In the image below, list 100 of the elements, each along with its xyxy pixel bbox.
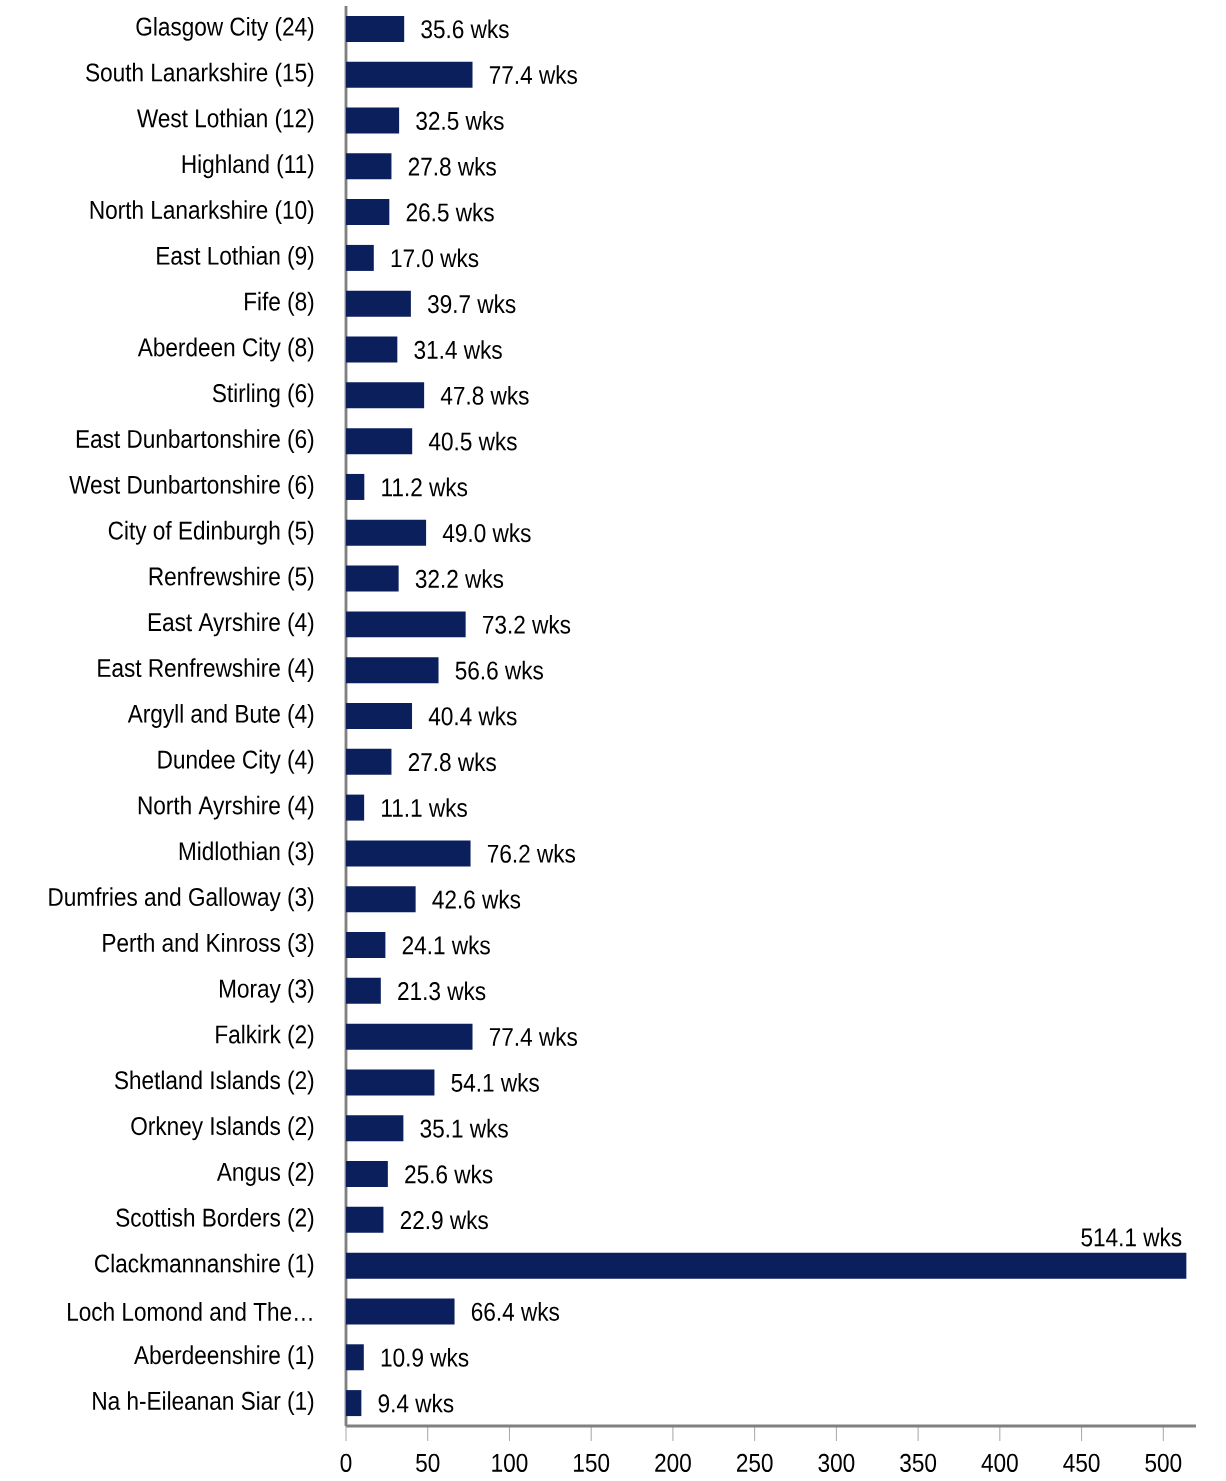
data-label: 40.4 wks: [428, 706, 517, 726]
y-tick-label: West Lothian (12): [137, 108, 314, 133]
bar: [346, 886, 416, 913]
y-tick-label: Dundee City (4): [158, 749, 314, 774]
bar: [346, 1069, 435, 1096]
data-label: 73.2 wks: [483, 614, 571, 634]
data-label: 77.4 wks: [489, 1027, 577, 1047]
data-label: 26.5 wks: [406, 202, 494, 222]
x-tick-label: 100: [492, 1453, 528, 1472]
bar: [346, 107, 400, 134]
bar: [346, 748, 392, 775]
data-label: 66.4 wks: [471, 1302, 560, 1321]
bar: [346, 1298, 455, 1325]
bar: [346, 290, 411, 317]
data-label: 22.9 wks: [400, 1210, 488, 1230]
data-label: 40.5 wks: [428, 431, 517, 451]
data-label: 32.2 wks: [415, 569, 504, 589]
data-label: 17.0 wks: [391, 248, 479, 268]
bar: [346, 657, 439, 684]
data-label: 11.2 wks: [382, 477, 468, 497]
bar: [346, 1344, 364, 1371]
y-tick-label: Shetland Islands (2): [114, 1070, 314, 1095]
y-tick-label: Orkney Islands (2): [131, 1116, 314, 1141]
y-tick-label: Perth and Kinross (3): [103, 933, 314, 957]
data-label: 35.1 wks: [420, 1118, 508, 1138]
bar: [346, 611, 466, 638]
data-label: 27.8 wks: [408, 156, 496, 176]
data-label: 10.9 wks: [381, 1347, 469, 1367]
y-tick-label: Argyll and Bute (4): [127, 704, 314, 728]
y-tick-label: Glasgow City (24): [136, 16, 314, 41]
bar: [346, 977, 381, 1004]
bar: [346, 336, 398, 363]
data-label: 24.1 wks: [402, 935, 490, 955]
y-tick-label: Falkirk (2): [216, 1024, 314, 1049]
y-tick-label: Fife (8): [245, 291, 314, 316]
bar: [346, 1115, 404, 1142]
x-tick-label: 450: [1063, 1453, 1100, 1472]
data-label: 25.6 wks: [405, 1164, 493, 1184]
bar: [346, 199, 390, 226]
data-label: 514.1 wks: [1081, 1227, 1182, 1247]
data-label: 35.6 wks: [421, 19, 509, 39]
bar: [346, 1206, 384, 1233]
y-tick-label: Highland (11): [182, 154, 314, 179]
y-tick-label: Dumfries and Galloway (3): [49, 887, 314, 912]
y-tick-label: East Ayrshire (4): [148, 612, 314, 637]
y-tick-label: Midlothian (3): [179, 841, 314, 866]
y-tick-label: West Dunbartonshire (6): [69, 475, 314, 499]
x-tick-label: 400: [981, 1453, 1018, 1472]
data-label: 49.0 wks: [442, 523, 531, 543]
bar: [346, 565, 399, 592]
x-tick-label: 150: [574, 1453, 610, 1472]
bar: [346, 153, 392, 180]
y-tick-label: Angus (2): [216, 1162, 314, 1186]
data-label: 27.8 wks: [408, 752, 496, 772]
x-tick-label: 350: [900, 1453, 937, 1472]
bar: [346, 1252, 1187, 1279]
bar: [346, 1023, 473, 1050]
data-label: 9.4 wks: [378, 1393, 454, 1413]
x-tick-label: 0: [340, 1453, 352, 1472]
bar: [346, 428, 413, 455]
y-tick-label: Aberdeenshire (1): [134, 1345, 314, 1370]
data-label: 11.1 wks: [382, 798, 467, 818]
data-label: 31.4 wks: [414, 340, 502, 359]
bar: [346, 244, 374, 271]
y-tick-label: Na h-Eileanan Siar (1): [93, 1391, 314, 1416]
y-tick-label: Moray (3): [220, 978, 314, 1003]
bar: [346, 794, 365, 821]
bar: [346, 702, 413, 729]
data-label: 54.1 wks: [451, 1073, 539, 1092]
x-tick-label: 250: [736, 1453, 773, 1472]
y-tick-label: North Lanarkshire (10): [90, 200, 314, 225]
x-tick-label: 50: [416, 1453, 440, 1472]
data-label: 21.3 wks: [398, 981, 486, 1001]
data-label: 47.8 wks: [440, 385, 529, 405]
bar: [346, 1161, 388, 1188]
bar: [346, 61, 473, 88]
y-tick-label: East Renfrewshire (4): [98, 658, 314, 683]
bar: [346, 473, 365, 500]
x-tick-label: 300: [818, 1453, 855, 1472]
bar: [346, 519, 427, 546]
y-tick-label: Scottish Borders (2): [116, 1207, 314, 1232]
data-label: 32.5 wks: [416, 111, 504, 130]
bar: [346, 840, 471, 867]
bar: [346, 382, 425, 409]
data-label: 39.7 wks: [427, 294, 516, 314]
data-label: 42.6 wks: [432, 889, 521, 909]
bar: [346, 1390, 362, 1417]
data-label: 76.2 wks: [487, 844, 576, 863]
x-tick-label: 200: [655, 1453, 691, 1472]
y-tick-label: City of Edinburgh (5): [108, 520, 314, 545]
y-tick-label: North Ayrshire (4): [138, 795, 314, 820]
y-tick-label: Loch Lomond and The…: [68, 1302, 312, 1321]
y-tick-label: Renfrewshire (5): [149, 566, 314, 591]
y-tick-label: Aberdeen City (8): [137, 337, 314, 362]
y-tick-label: East Lothian (9): [157, 245, 314, 270]
y-tick-label: Clackmannanshire (1): [95, 1253, 314, 1278]
y-tick-label: East Dunbartonshire (6): [76, 429, 314, 454]
y-tick-label: South Lanarkshire (15): [86, 62, 314, 87]
bar: [346, 15, 405, 42]
y-tick-label: Stirling (6): [212, 383, 314, 408]
